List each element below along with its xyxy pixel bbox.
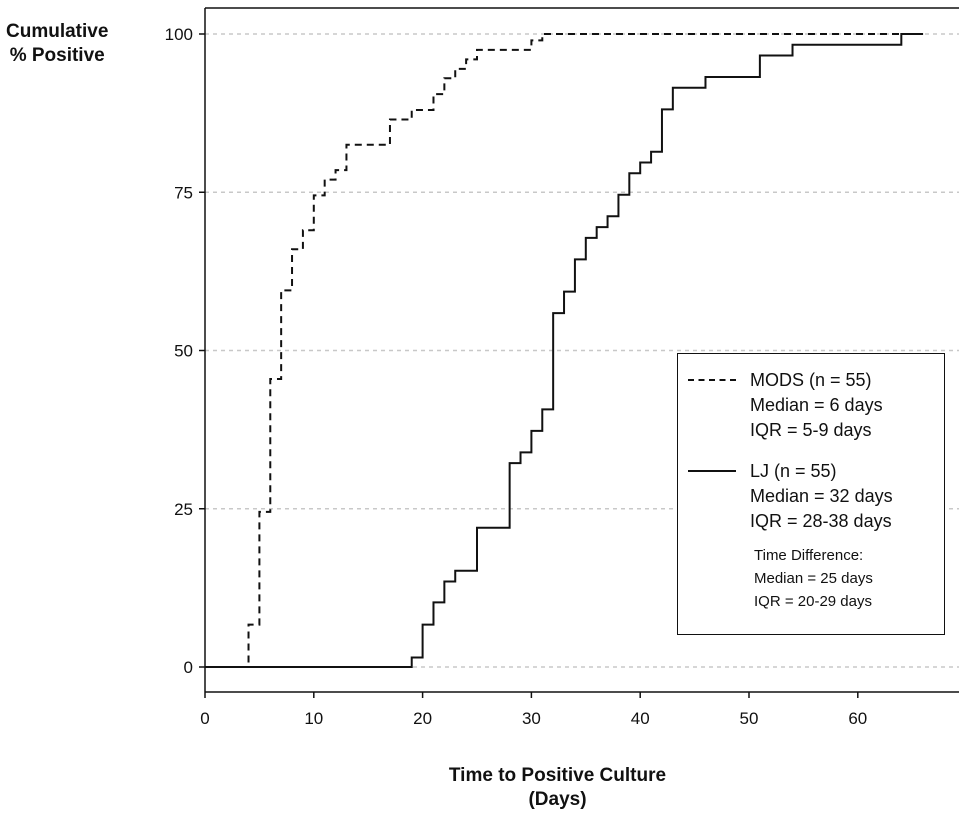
time-difference-iqr: IQR = 20-29 days (754, 593, 872, 610)
x-tick-label-10: 10 (304, 709, 323, 728)
series-lines (205, 33, 924, 668)
axes (199, 7, 959, 698)
y-tick-label-25: 25 (174, 500, 193, 519)
legend-mods-iqr: IQR = 5-9 days (750, 420, 872, 440)
y-tick-label-100: 100 (165, 25, 193, 44)
y-tick-label-50: 50 (174, 342, 193, 361)
legend-mods-name: MODS (n = 55) (750, 370, 872, 390)
x-axis-label-line1: Time to Positive Culture (448, 765, 667, 786)
time-difference-title: Time Difference: (754, 547, 864, 564)
time-difference-median: Median = 25 days (754, 570, 873, 587)
y-tick-label-75: 75 (174, 183, 193, 202)
x-tick-label-20: 20 (413, 709, 432, 728)
x-tick-label-40: 40 (631, 709, 650, 728)
x-tick-label-0: 0 (200, 709, 209, 728)
legend-swatch-dashed (688, 379, 736, 381)
x-tick-label-30: 30 (522, 709, 541, 728)
time-difference-note: Time Difference: Median = 25 days IQR = … (754, 544, 873, 613)
y-tick-label-0: 0 (184, 658, 193, 677)
series-line-mods (205, 33, 924, 668)
legend-box: MODS (n = 55) Median = 6 days IQR = 5-9 … (677, 353, 945, 635)
series-line-lj (205, 33, 924, 668)
y-axis-label-line2: % Positive (9, 45, 105, 66)
legend-lj-iqr: IQR = 28-38 days (750, 511, 892, 531)
y-axis-label: Cumulative % Positive (6, 20, 108, 68)
legend-lj-name: LJ (n = 55) (750, 461, 837, 481)
tick-labels: 0 25 50 75 100 0 10 20 30 40 50 60 (165, 25, 868, 728)
y-axis-label-line1: Cumulative (6, 21, 109, 42)
x-tick-label-50: 50 (740, 709, 759, 728)
legend-swatch-solid (688, 470, 736, 472)
legend-lj-median: Median = 32 days (750, 486, 893, 506)
legend-mods-median: Median = 6 days (750, 395, 883, 415)
x-tick-label-60: 60 (848, 709, 867, 728)
x-axis-label: Time to Positive Culture (Days) (0, 764, 959, 812)
x-axis-label-line2: (Days) (528, 789, 587, 810)
